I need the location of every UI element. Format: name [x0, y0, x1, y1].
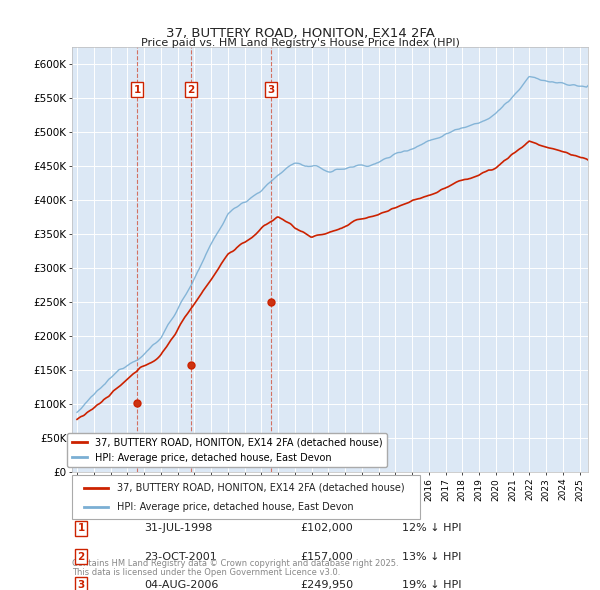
Text: 13% ↓ HPI: 13% ↓ HPI — [402, 552, 461, 562]
Text: 37, BUTTERY ROAD, HONITON, EX14 2FA: 37, BUTTERY ROAD, HONITON, EX14 2FA — [166, 27, 434, 40]
Text: 3: 3 — [77, 580, 85, 590]
Text: 12% ↓ HPI: 12% ↓ HPI — [402, 523, 461, 533]
Text: £157,000: £157,000 — [300, 552, 353, 562]
Text: 1: 1 — [133, 85, 140, 95]
Text: £249,950: £249,950 — [300, 580, 353, 590]
Text: 3: 3 — [268, 85, 275, 95]
Text: 04-AUG-2006: 04-AUG-2006 — [144, 580, 218, 590]
Text: This data is licensed under the Open Government Licence v3.0.: This data is licensed under the Open Gov… — [72, 568, 340, 577]
Text: 2: 2 — [187, 85, 195, 95]
Text: 37, BUTTERY ROAD, HONITON, EX14 2FA (detached house): 37, BUTTERY ROAD, HONITON, EX14 2FA (det… — [117, 483, 404, 493]
Text: HPI: Average price, detached house, East Devon: HPI: Average price, detached house, East… — [117, 502, 353, 512]
Text: Contains HM Land Registry data © Crown copyright and database right 2025.: Contains HM Land Registry data © Crown c… — [72, 559, 398, 568]
Text: £102,000: £102,000 — [300, 523, 353, 533]
Text: 23-OCT-2001: 23-OCT-2001 — [144, 552, 217, 562]
Text: 2: 2 — [77, 552, 85, 562]
Text: 31-JUL-1998: 31-JUL-1998 — [144, 523, 212, 533]
Text: 1: 1 — [77, 523, 85, 533]
Legend: 37, BUTTERY ROAD, HONITON, EX14 2FA (detached house), HPI: Average price, detach: 37, BUTTERY ROAD, HONITON, EX14 2FA (det… — [67, 433, 387, 467]
Text: Price paid vs. HM Land Registry's House Price Index (HPI): Price paid vs. HM Land Registry's House … — [140, 38, 460, 48]
Text: 19% ↓ HPI: 19% ↓ HPI — [402, 580, 461, 590]
